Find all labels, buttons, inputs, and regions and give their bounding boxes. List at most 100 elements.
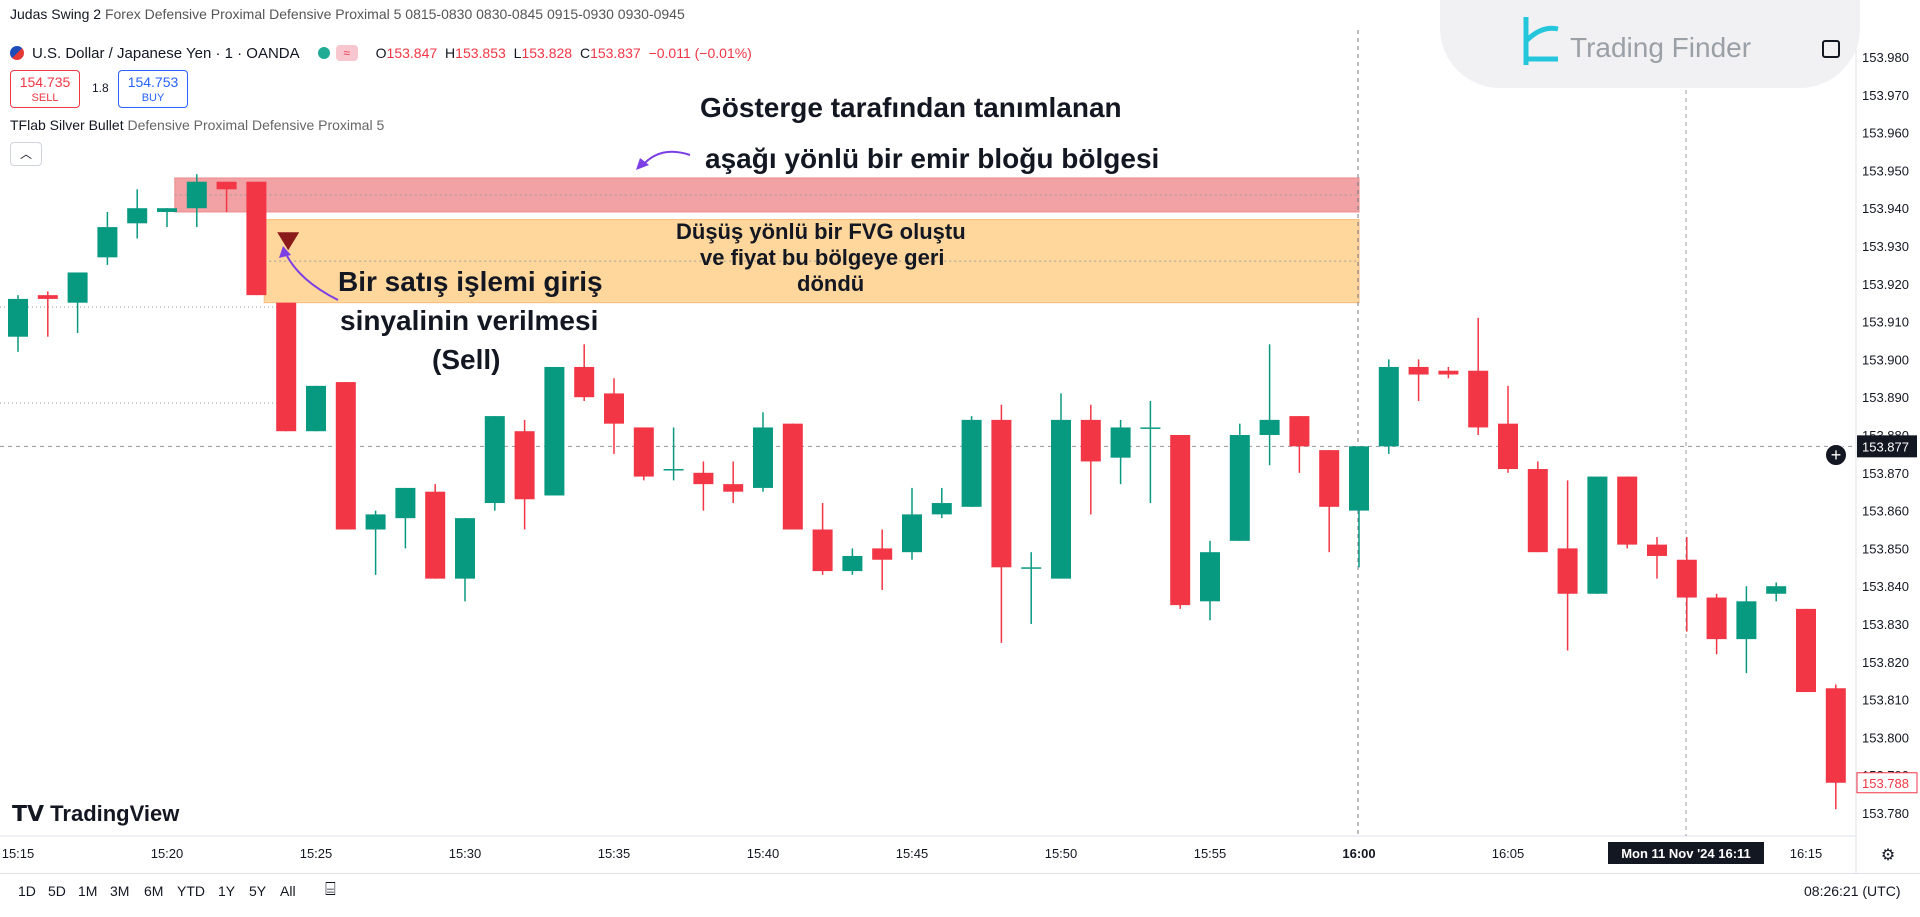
buy-label: BUY [141, 92, 165, 104]
time-tick-label: 15:25 [300, 846, 333, 861]
buy-button[interactable]: 154.753 BUY [118, 70, 188, 108]
range-5d-button[interactable]: 5D [48, 883, 66, 899]
tradingview-logo: 𝗧𝗩 TradingView [12, 801, 179, 827]
candle-body [216, 181, 237, 190]
price-tick-label: 153.840 [1862, 579, 1909, 594]
candle-body [455, 518, 475, 579]
candle-body [753, 427, 773, 488]
time-tick-label: 15:35 [598, 846, 631, 861]
range-ytd-button[interactable]: YTD [177, 883, 205, 899]
settings-gear-icon[interactable]: ⚙ [1881, 845, 1895, 864]
last-price-box [1856, 772, 1918, 794]
time-tick-label: 16:05 [1492, 846, 1525, 861]
symbol-name[interactable]: U.S. Dollar / Japanese Yen · 1 · OANDA [32, 44, 300, 62]
price-tick-label: 153.800 [1862, 730, 1909, 745]
sell-annotation-line1: Bir satış işlemi giriş [338, 266, 603, 297]
candle-body [1140, 427, 1161, 429]
fvg-annotation-line1: Düşüş yönlü bir FVG oluştu [676, 219, 966, 244]
candle-body [1557, 548, 1578, 594]
candle-body [1736, 601, 1757, 640]
sell-arrowhead-icon [279, 246, 291, 258]
time-tick-label: 15:30 [449, 846, 482, 861]
current-price-label: 153.877 [1862, 439, 1909, 454]
trading-finder-watermark [1440, 0, 1860, 88]
range-1y-button[interactable]: 1Y [218, 883, 236, 899]
candle-body [1051, 419, 1071, 579]
candle-body [1378, 366, 1399, 447]
candle-body [1021, 567, 1042, 569]
candle-body [1825, 688, 1846, 783]
candle-body [902, 514, 922, 553]
trading-finder-logo-icon [1523, 17, 1559, 65]
candle-body [723, 484, 744, 492]
candle-body [872, 548, 893, 560]
market-open-icon [317, 47, 330, 59]
candle-body [1110, 427, 1131, 458]
range-1m-button[interactable]: 1M [78, 883, 98, 899]
candle-body [306, 385, 326, 432]
candle-body [425, 491, 446, 579]
indicator-legend[interactable]: TFlab Silver Bullet Defensive Proximal D… [10, 117, 384, 133]
date-range-calendar-icon[interactable]: ⌸ [325, 879, 336, 899]
price-tick-label: 153.820 [1862, 655, 1909, 670]
candle-body [633, 427, 654, 477]
candle-body [127, 208, 148, 224]
price-tick-label: 153.830 [1862, 617, 1909, 632]
candle-body [1706, 597, 1727, 640]
candle-body [812, 529, 833, 572]
candle-body [97, 227, 118, 258]
range-3m-button[interactable]: 3M [110, 883, 130, 899]
utc-clock[interactable]: 08:26:21 (UTC) [1804, 883, 1901, 899]
price-tick-label: 153.980 [1862, 50, 1909, 65]
add-alert-plus-icon[interactable]: + [1825, 444, 1847, 466]
candle-body [1170, 435, 1191, 606]
range-1d-button[interactable]: 1D [18, 883, 36, 899]
ohlc-high-value: 153.853 [455, 45, 506, 61]
sell-annotation-line2: sinyalinin verilmesi [340, 305, 599, 336]
title-subtitle: Forex Defensive Proximal Defensive Proxi… [104, 6, 685, 22]
chevron-up-icon: ︿ [19, 147, 32, 161]
time-tick-label: 16:00 [1342, 846, 1375, 861]
sell-annotation-line3: (Sell) [432, 344, 501, 375]
candle-body [1438, 370, 1459, 375]
range-6m-button[interactable]: 6M [144, 883, 164, 899]
candle-body [484, 416, 505, 504]
candle-body [1080, 419, 1101, 462]
title-text: Judas Swing 2 [10, 6, 102, 22]
ohlc-open-key: O [375, 45, 387, 61]
trading-finder-brand: Trading Finder [1570, 32, 1752, 63]
time-tick-label: 15:55 [1194, 846, 1227, 861]
time-tick-label: 15:40 [747, 846, 780, 861]
fvg-annotation-line2: ve fiyat bu bölgeye geri [700, 245, 945, 270]
price-tick-label: 153.900 [1862, 352, 1909, 367]
time-tick-label: 15:50 [1045, 846, 1078, 861]
candle-body [693, 472, 714, 485]
time-tick-label: 15:20 [151, 846, 184, 861]
crosshair-time-box [1608, 842, 1764, 864]
range-5y-button[interactable]: 5Y [249, 883, 267, 899]
candle-body [186, 181, 207, 209]
tradingview-logo-icon: 𝗧𝗩 [12, 801, 45, 826]
price-tick-label: 153.970 [1862, 88, 1909, 103]
sell-button[interactable]: 154.735 SELL [10, 70, 80, 108]
candle-body [8, 298, 28, 337]
price-tick-label: 153.930 [1862, 239, 1909, 254]
wave-icon[interactable]: ≈ [335, 45, 358, 61]
candle-body [604, 393, 624, 424]
buy-price: 154.753 [127, 74, 179, 90]
candle-body [67, 272, 88, 303]
usd-jpy-flag-icon [10, 46, 24, 60]
ohlc-close-key: C [579, 45, 591, 61]
sell-price: 154.735 [19, 74, 71, 90]
range-all-button[interactable]: All [280, 883, 296, 899]
candle-body [276, 302, 297, 432]
collapse-legend-button[interactable]: ︿ [10, 142, 42, 166]
price-tick-label: 153.960 [1862, 126, 1909, 141]
candle-body [157, 208, 177, 212]
candle-body [663, 469, 684, 471]
time-tick-label: 15:15 [2, 846, 35, 861]
price-tick-label: 153.890 [1862, 390, 1909, 405]
restore-window-icon[interactable] [1822, 40, 1840, 58]
ohlc-close-value: 153.837 [590, 45, 641, 61]
